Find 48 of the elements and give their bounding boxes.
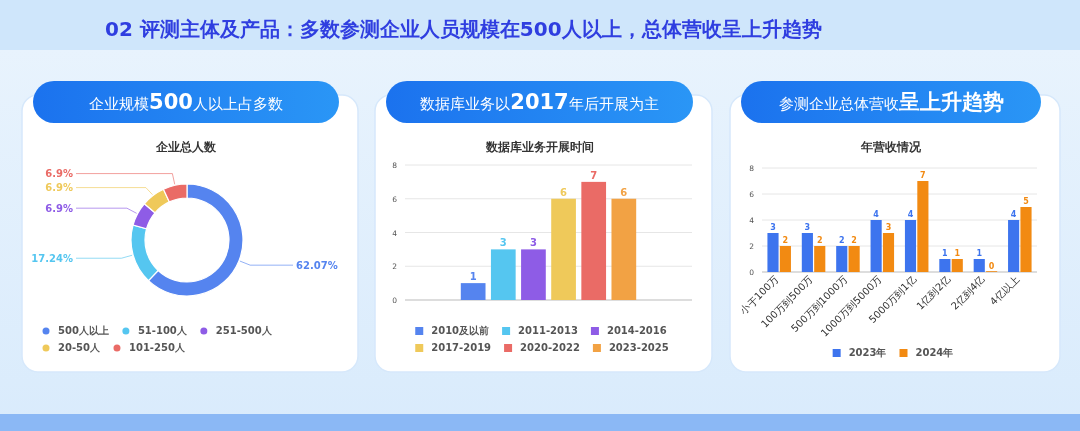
chart-title: 数据库业务开展时间 [484,140,594,154]
data-label: 3 [804,223,811,232]
data-label: 3 [529,237,537,249]
data-label: 3 [885,223,892,232]
legend-label: 2017-2019 [431,342,492,353]
data-label: 4 [907,210,914,219]
data-label: 7 [590,169,598,181]
data-label: 62.07% [296,259,338,271]
text: 02 评测主体及产品：多数参测企业人员规模在500人以上，总体营收呈上升趋势 [105,17,822,41]
data-label: 6 [560,186,568,198]
legend-label: 2014-2016 [606,325,667,336]
chart-subtitle: 参测企业总体营收呈上升趋势 [778,90,1004,114]
legend-label: 2010及以前 [431,325,490,336]
chart-subtitle: 企业规模500人以上占多数 [89,90,283,114]
legend-label: 2023-2025 [608,342,669,353]
data-label: 7 [920,171,926,180]
chart-title: 企业总人数 [155,140,217,154]
legend-label: 2020-2022 [520,342,580,353]
data-label: 4 [1010,210,1017,219]
x-tick-label: 4亿以上 [987,273,1022,308]
chart-subtitle: 数据库业务以2017年后开展为主 [420,90,659,114]
data-label: 6.9% [45,202,73,214]
data-label: 6 [620,186,628,198]
legend-label: 20-50人 [58,342,101,353]
legend-label: 500人以上 [58,325,109,336]
legend-label: 2024年 [915,347,954,358]
data-label: 0 [988,262,995,271]
data-label: 1 [954,249,961,258]
legend-label: 51-100人 [137,325,188,336]
data-label: 2 [782,236,789,245]
data-label: 2 [851,236,857,245]
data-label: 17.24% [31,252,73,264]
data-label: 1 [469,271,477,283]
data-label: 2 [816,236,823,245]
data-label: 6.9% [45,168,73,180]
chart-title: 年营收情况 [860,140,922,154]
data-label: 5 [1023,197,1030,206]
data-label: 1 [942,249,949,258]
data-label: 3 [499,237,507,249]
data-label: 2 [838,236,845,245]
data-label: 3 [770,223,776,232]
legend-label: 2023年 [848,347,887,358]
legend-label: 2011-2013 [518,325,578,336]
legend-label: 101-250人 [128,342,186,353]
data-label: 6.9% [45,182,73,194]
legend-label: 251-500人 [215,325,273,336]
data-label: 4 [873,210,880,219]
data-label: 1 [976,249,983,258]
